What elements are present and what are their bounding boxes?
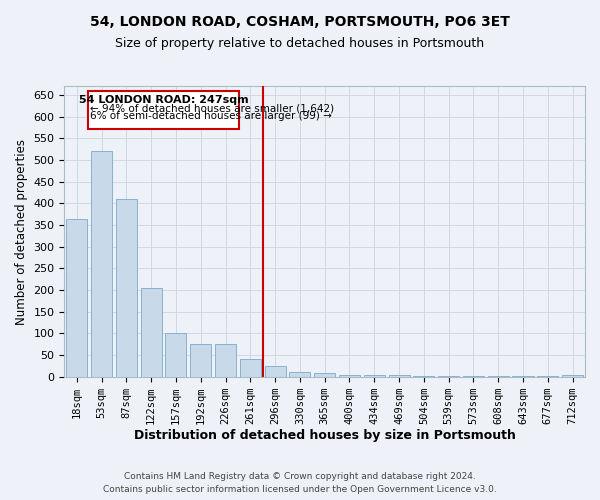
Bar — [88, 91, 239, 129]
Text: Contains HM Land Registry data © Crown copyright and database right 2024.: Contains HM Land Registry data © Crown c… — [124, 472, 476, 481]
Bar — [265, 366, 286, 376]
Text: 54, LONDON ROAD, COSHAM, PORTSMOUTH, PO6 3ET: 54, LONDON ROAD, COSHAM, PORTSMOUTH, PO6… — [90, 15, 510, 29]
Text: 54 LONDON ROAD: 247sqm: 54 LONDON ROAD: 247sqm — [79, 95, 248, 105]
Bar — [66, 218, 88, 376]
Text: Size of property relative to detached houses in Portsmouth: Size of property relative to detached ho… — [115, 38, 485, 51]
Y-axis label: Number of detached properties: Number of detached properties — [15, 138, 28, 324]
Bar — [166, 334, 187, 376]
Bar — [240, 358, 261, 376]
Text: Contains public sector information licensed under the Open Government Licence v3: Contains public sector information licen… — [103, 485, 497, 494]
Bar — [140, 288, 162, 376]
Bar — [190, 344, 211, 376]
Text: ← 94% of detached houses are smaller (1,642): ← 94% of detached houses are smaller (1,… — [91, 104, 335, 114]
Bar — [116, 199, 137, 376]
Bar — [314, 374, 335, 376]
Bar — [91, 152, 112, 376]
Bar — [364, 375, 385, 376]
Bar — [289, 372, 310, 376]
Bar — [215, 344, 236, 376]
Bar — [339, 374, 360, 376]
X-axis label: Distribution of detached houses by size in Portsmouth: Distribution of detached houses by size … — [134, 430, 515, 442]
Text: 6% of semi-detached houses are larger (99) →: 6% of semi-detached houses are larger (9… — [91, 111, 332, 121]
